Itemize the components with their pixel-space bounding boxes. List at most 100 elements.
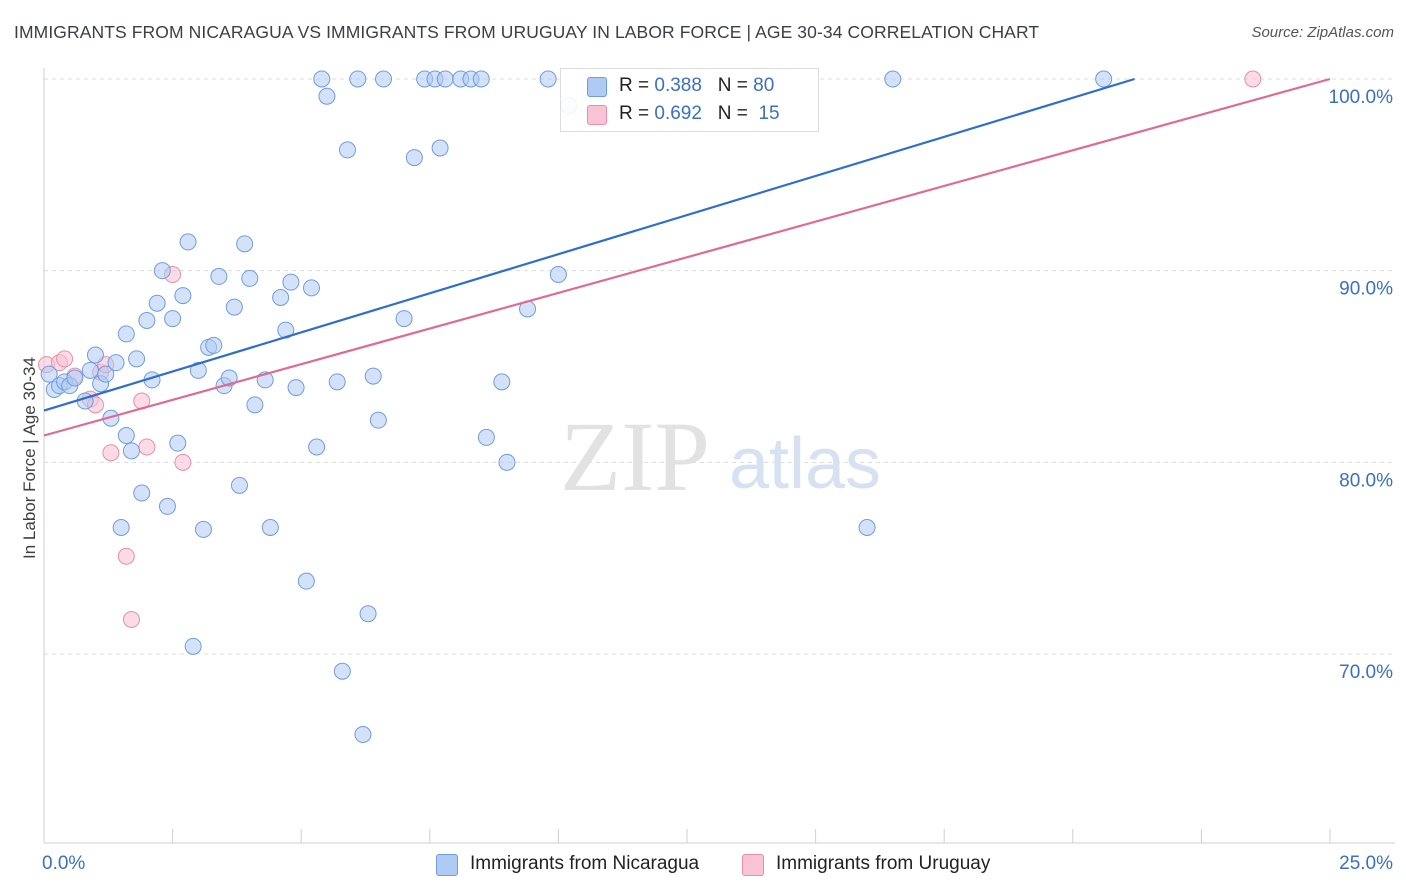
nicaragua-point <box>133 484 151 502</box>
y-tick-label: 90.0% <box>1339 279 1393 300</box>
nicaragua-point <box>493 373 511 391</box>
nicaragua-point <box>858 519 876 536</box>
uruguay-points <box>38 70 1262 628</box>
nicaragua-point <box>308 438 326 456</box>
nicaragua-point <box>184 637 202 655</box>
bottom-legend-label-uruguay: Immigrants from Uruguay <box>776 853 991 874</box>
nicaragua-point <box>436 70 454 88</box>
nicaragua-point <box>272 289 290 306</box>
uruguay-point <box>1244 70 1262 88</box>
nicaragua-point <box>40 365 58 383</box>
source-credit: Source: ZipAtlas.com <box>1251 24 1394 41</box>
nicaragua-point <box>230 476 248 494</box>
nicaragua-point <box>333 662 351 680</box>
nicaragua-point <box>539 70 557 88</box>
nicaragua-point <box>179 233 197 251</box>
nicaragua-point <box>169 434 187 452</box>
nicaragua-point <box>354 726 372 743</box>
tick-labels: 100.0% 90.0% 80.0% 70.0% 0.0% 25.0% <box>42 87 1393 874</box>
nicaragua-point <box>112 519 130 536</box>
uruguay-point <box>174 453 192 471</box>
y-axis-label: In Labor Force | Age 30-34 <box>20 357 39 559</box>
nicaragua-point <box>66 369 84 387</box>
y-tick-label: 80.0% <box>1339 470 1393 491</box>
nicaragua-point <box>318 87 336 105</box>
nicaragua-point <box>369 411 387 429</box>
x-tick-label: 25.0% <box>1339 853 1393 874</box>
x-tick-label: 0.0% <box>42 853 85 874</box>
nicaragua-point <box>297 572 315 590</box>
nicaragua-point <box>210 267 228 285</box>
uruguay-trend-line <box>43 77 1331 437</box>
y-tick-label: 100.0% <box>1329 87 1394 108</box>
nicaragua-point <box>236 235 254 253</box>
nicaragua-point <box>498 453 516 471</box>
nicaragua-point <box>349 70 367 88</box>
axes <box>43 68 1395 844</box>
nicaragua-point <box>431 139 449 157</box>
nicaragua-point <box>282 273 300 291</box>
zipatlas-watermark: ZIP atlas <box>560 401 881 512</box>
nicaragua-points <box>40 70 1113 743</box>
nicaragua-point <box>164 310 182 328</box>
legend-r-value-nicaragua: 0.388 <box>654 75 702 96</box>
nicaragua-point <box>549 266 567 283</box>
correlation-legend: R = 0.388 N = 80 R = 0.692 N = 15 <box>560 68 819 132</box>
nicaragua-point <box>477 428 495 446</box>
bottom-legend-label-nicaragua: Immigrants from Nicaragua <box>470 853 700 874</box>
nicaragua-point <box>884 70 902 88</box>
watermark-zip: ZIP <box>560 401 710 512</box>
nicaragua-point <box>472 70 490 88</box>
legend-r-value-uruguay: 0.692 <box>654 103 702 124</box>
nicaragua-point <box>287 379 305 397</box>
watermark-atlas: atlas <box>729 424 881 504</box>
nicaragua-point <box>313 70 331 88</box>
legend-n-value-nicaragua: 80 <box>753 75 775 96</box>
legend-r-label: R = <box>619 75 650 96</box>
trend-lines <box>43 77 1331 437</box>
nicaragua-point <box>359 605 377 623</box>
nicaragua-trend-line <box>43 77 1135 412</box>
nicaragua-point <box>174 287 192 305</box>
nicaragua-point <box>1095 70 1113 88</box>
nicaragua-point <box>117 325 135 343</box>
nicaragua-point <box>405 149 423 167</box>
nicaragua-point <box>189 361 207 379</box>
uruguay-point <box>122 611 140 628</box>
nicaragua-point <box>153 262 171 280</box>
uruguay-point <box>56 350 74 368</box>
nicaragua-point <box>375 70 393 88</box>
nicaragua-point <box>97 365 115 383</box>
chart-title: IMMIGRANTS FROM NICARAGUA VS IMMIGRANTS … <box>14 22 1040 42</box>
nicaragua-point <box>328 373 346 391</box>
nicaragua-point <box>395 310 413 328</box>
uruguay-point <box>117 547 135 565</box>
nicaragua-point <box>338 141 356 159</box>
grid-lines <box>44 78 1395 655</box>
nicaragua-point <box>128 350 146 368</box>
legend-n-value-uruguay: 15 <box>758 103 780 124</box>
nicaragua-point <box>86 346 104 364</box>
legend-n-label: N = <box>717 75 748 96</box>
nicaragua-point <box>81 361 99 379</box>
legend-swatch-uruguay <box>587 105 607 125</box>
nicaragua-point <box>225 298 243 316</box>
nicaragua-point <box>302 279 320 297</box>
nicaragua-point <box>122 442 140 460</box>
legend-n-label: N = <box>717 103 748 124</box>
nicaragua-point <box>205 336 223 354</box>
nicaragua-point <box>241 269 259 287</box>
y-tick-label: 70.0% <box>1339 662 1393 683</box>
uruguay-point <box>102 444 120 462</box>
nicaragua-point <box>138 312 156 329</box>
nicaragua-point <box>158 497 176 515</box>
nicaragua-point <box>364 367 382 385</box>
nicaragua-point <box>107 354 125 372</box>
nicaragua-point <box>261 519 279 536</box>
legend-swatch-nicaragua <box>587 77 607 97</box>
nicaragua-point <box>194 520 212 538</box>
legend-r-label: R = <box>619 103 650 124</box>
nicaragua-point <box>117 427 135 444</box>
bottom-legend-swatch-nicaragua <box>436 854 458 876</box>
